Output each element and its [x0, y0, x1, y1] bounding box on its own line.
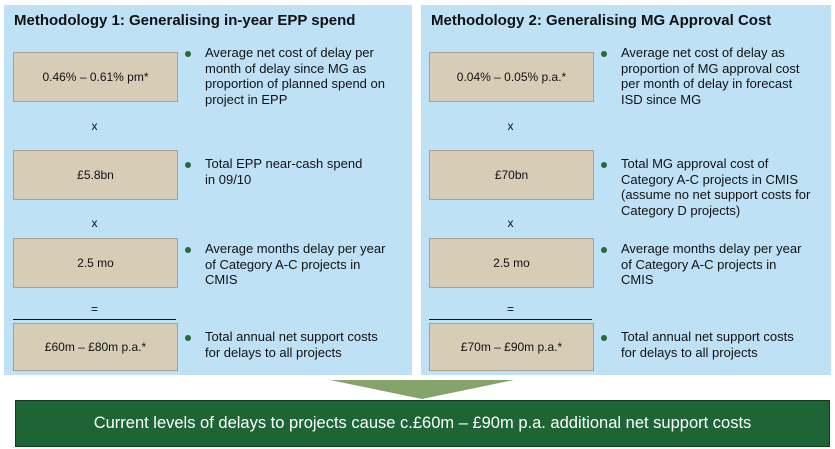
- bullet-icon: [185, 247, 191, 253]
- m2-equals-sign: =: [506, 302, 514, 316]
- m2-bullet-2: Total MG approval cost of Category A-C pr…: [621, 156, 811, 218]
- m2-delay-cost-rate-box: 0.04% – 0.05% p.a.*: [429, 52, 594, 102]
- bullet-icon: [601, 335, 607, 341]
- m1-multiply-sign-2: x: [91, 216, 98, 230]
- conclusion-banner: Current levels of delays to projects cau…: [15, 400, 830, 447]
- m2-multiply-sign-1: x: [507, 119, 514, 133]
- bullet-icon: [601, 51, 607, 57]
- methodology-1-panel: Methodology 1: Generalising in-year EPP …: [4, 5, 412, 375]
- m2-result-box: £70m – £90m p.a.*: [429, 323, 594, 371]
- m1-equals-sign: =: [90, 302, 98, 316]
- methodology-2-title: Methodology 2: Generalising MG Approval …: [431, 12, 772, 29]
- m2-bullet-1: Average net cost of delay as proportion o…: [621, 45, 800, 107]
- m1-result-box: £60m – £80m p.a.*: [13, 323, 178, 371]
- m2-mg-approval-cost-box: £70bn: [429, 150, 594, 200]
- bullet-icon: [601, 247, 607, 253]
- bullet-icon: [185, 162, 191, 168]
- m2-equals-rule: [429, 319, 592, 320]
- m1-epp-spend-box: £5.8bn: [13, 150, 178, 200]
- m1-multiply-sign-1: x: [91, 119, 98, 133]
- bullet-icon: [185, 51, 191, 57]
- conclusion-text: Current levels of delays to projects cau…: [93, 414, 752, 432]
- methodology-1-title: Methodology 1: Generalising in-year EPP …: [14, 12, 356, 29]
- methodology-2-panel: Methodology 2: Generalising MG Approval …: [421, 5, 831, 375]
- bullet-icon: [601, 162, 607, 168]
- m1-months-delay-box: 2.5 mo: [13, 238, 178, 288]
- m1-bullet-4: Total annual net support costs for delays…: [205, 329, 378, 360]
- m2-bullet-3: Average months delay per year of Category…: [621, 241, 802, 287]
- m2-bullet-4: Total annual net support costs for delays…: [621, 329, 794, 360]
- m2-months-delay-box: 2.5 mo: [429, 238, 594, 288]
- bullet-icon: [185, 335, 191, 341]
- m1-delay-cost-rate-box: 0.46% – 0.61% pm*: [13, 52, 178, 102]
- m2-multiply-sign-2: x: [507, 216, 514, 230]
- m1-equals-rule: [13, 319, 176, 320]
- m1-bullet-3: Average months delay per year of Category…: [205, 241, 386, 287]
- down-arrow-icon: [330, 380, 514, 399]
- m1-bullet-1: Average net cost of delay per month of de…: [205, 45, 385, 107]
- m1-bullet-2: Total EPP near-cash spend in 09/10: [205, 156, 363, 187]
